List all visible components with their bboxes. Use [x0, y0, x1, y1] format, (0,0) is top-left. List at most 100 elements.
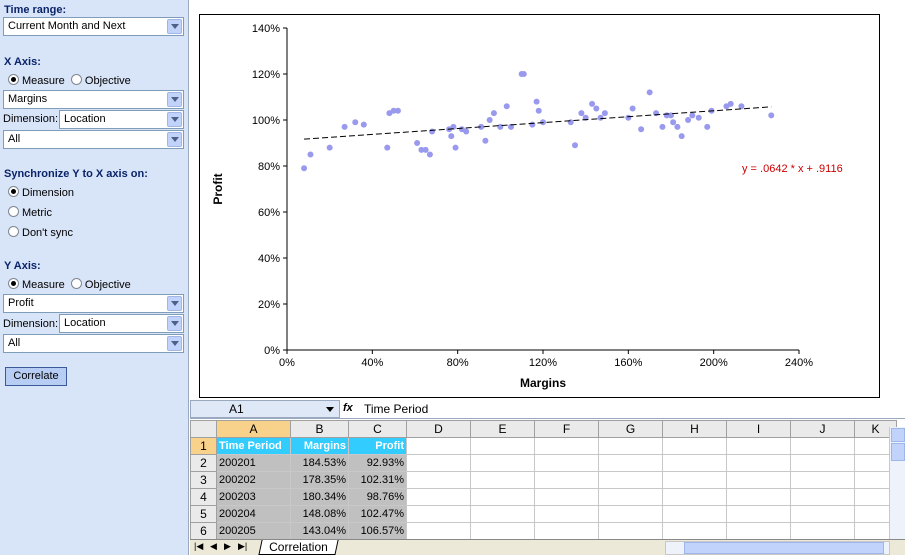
cell[interactable] — [790, 522, 855, 540]
cell[interactable] — [662, 454, 727, 472]
horizontal-scrollbar[interactable] — [665, 541, 890, 555]
cell[interactable] — [534, 505, 599, 523]
cell[interactable] — [790, 454, 855, 472]
column-header[interactable]: J — [790, 420, 855, 438]
cell[interactable] — [406, 437, 471, 455]
cell[interactable] — [406, 454, 471, 472]
cell[interactable] — [470, 505, 535, 523]
cell[interactable] — [662, 522, 727, 540]
cell[interactable]: 180.34% — [290, 488, 349, 506]
cell[interactable] — [534, 488, 599, 506]
chevron-down-icon[interactable] — [167, 336, 182, 351]
cell[interactable] — [726, 522, 791, 540]
cell[interactable]: 200202 — [216, 471, 291, 489]
cell[interactable] — [854, 522, 897, 540]
cell[interactable] — [406, 471, 471, 489]
cell[interactable] — [470, 522, 535, 540]
function-icon[interactable]: fx — [343, 402, 353, 414]
chevron-down-icon[interactable] — [167, 296, 182, 311]
cell-header[interactable]: Profit — [348, 437, 407, 455]
cell[interactable] — [662, 488, 727, 506]
chevron-down-icon[interactable] — [323, 403, 337, 415]
sync-none-radio[interactable] — [8, 226, 19, 237]
next-sheet-icon[interactable]: ▶ — [224, 541, 231, 551]
cell[interactable] — [790, 471, 855, 489]
sync-option-none[interactable]: Don't sync — [8, 226, 73, 239]
cell[interactable]: 148.08% — [290, 505, 349, 523]
sync-option-dimension[interactable]: Dimension — [8, 186, 74, 199]
scroll-up-icon[interactable] — [891, 428, 905, 442]
column-header[interactable]: A — [216, 420, 291, 438]
cell[interactable] — [598, 522, 663, 540]
cell[interactable] — [470, 488, 535, 506]
row-header[interactable]: 4 — [190, 488, 217, 506]
cell[interactable] — [406, 505, 471, 523]
x-measure-radio[interactable] — [8, 74, 19, 85]
cell[interactable]: 106.57% — [348, 522, 407, 540]
cell[interactable] — [790, 505, 855, 523]
cell[interactable] — [598, 454, 663, 472]
row-header[interactable]: 1 — [190, 437, 217, 455]
cell[interactable] — [854, 437, 897, 455]
sync-metric-radio[interactable] — [8, 206, 19, 217]
row-header[interactable]: 2 — [190, 454, 217, 472]
cell[interactable]: 184.53% — [290, 454, 349, 472]
cell[interactable]: 200204 — [216, 505, 291, 523]
cell[interactable] — [726, 488, 791, 506]
cell[interactable]: 102.31% — [348, 471, 407, 489]
select-all-corner[interactable] — [190, 420, 217, 438]
x-measure-select[interactable]: Margins — [3, 90, 184, 109]
cell[interactable] — [406, 522, 471, 540]
cell[interactable] — [534, 454, 599, 472]
row-header[interactable]: 5 — [190, 505, 217, 523]
cell[interactable]: 92.93% — [348, 454, 407, 472]
column-header[interactable]: B — [290, 420, 349, 438]
cell[interactable]: 200203 — [216, 488, 291, 506]
cell[interactable] — [598, 471, 663, 489]
chevron-down-icon[interactable] — [167, 19, 182, 34]
scrollbar-thumb[interactable] — [891, 443, 905, 461]
cell[interactable] — [534, 471, 599, 489]
cell[interactable] — [726, 505, 791, 523]
column-header[interactable]: C — [348, 420, 407, 438]
cell[interactable] — [470, 471, 535, 489]
chevron-down-icon[interactable] — [167, 132, 182, 147]
cell[interactable] — [598, 488, 663, 506]
cell[interactable] — [790, 488, 855, 506]
time-range-select[interactable]: Current Month and Next — [3, 17, 184, 36]
x-objective-radio[interactable] — [70, 74, 82, 85]
cell[interactable]: 143.04% — [290, 522, 349, 540]
column-header[interactable]: I — [726, 420, 791, 438]
cell[interactable] — [534, 522, 599, 540]
cell[interactable] — [726, 437, 791, 455]
row-header[interactable]: 3 — [190, 471, 217, 489]
cell-header[interactable]: Time Period — [216, 437, 291, 455]
cell[interactable] — [470, 454, 535, 472]
column-header[interactable]: F — [534, 420, 599, 438]
chevron-down-icon[interactable] — [167, 92, 182, 107]
cell[interactable] — [598, 505, 663, 523]
cell[interactable] — [662, 437, 727, 455]
y-measure-select[interactable]: Profit — [3, 294, 184, 313]
sync-option-metric[interactable]: Metric — [8, 206, 52, 219]
x-filter-select[interactable]: All — [3, 130, 184, 149]
cell[interactable] — [726, 471, 791, 489]
scrollbar-thumb[interactable] — [684, 542, 884, 554]
sync-dimension-radio[interactable] — [8, 186, 19, 197]
column-header[interactable]: D — [406, 420, 471, 438]
cell[interactable]: 98.76% — [348, 488, 407, 506]
cell[interactable]: 178.35% — [290, 471, 349, 489]
column-header[interactable]: G — [598, 420, 663, 438]
last-sheet-icon[interactable]: ▶| — [238, 541, 248, 551]
cell[interactable] — [662, 471, 727, 489]
correlate-button[interactable]: Correlate — [5, 367, 67, 386]
cell[interactable] — [470, 437, 535, 455]
column-header[interactable]: E — [470, 420, 535, 438]
cell[interactable] — [854, 488, 897, 506]
y-filter-select[interactable]: All — [3, 334, 184, 353]
x-dimension-select[interactable]: Location — [59, 110, 184, 129]
cell[interactable]: 200205 — [216, 522, 291, 540]
cell[interactable]: 102.47% — [348, 505, 407, 523]
y-dimension-select[interactable]: Location — [59, 314, 184, 333]
formula-input[interactable]: Time Period — [364, 402, 429, 416]
